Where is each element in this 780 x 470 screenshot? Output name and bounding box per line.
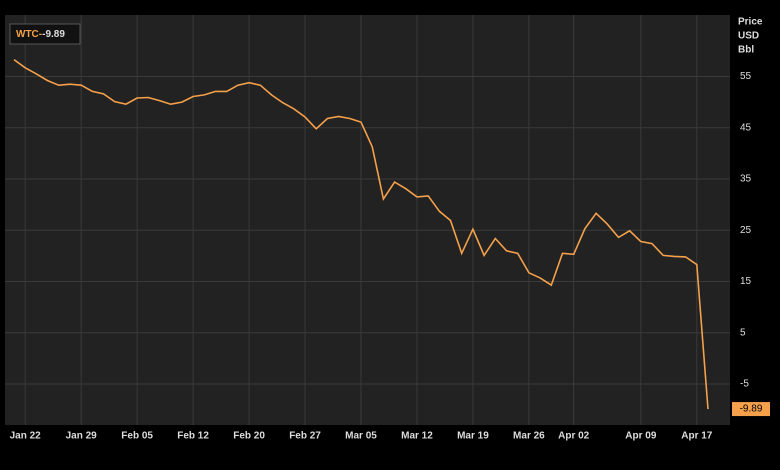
y-tick-label: 25 [740, 225, 752, 236]
legend-text: WTC--9.89 [16, 29, 65, 40]
y-tick-label: 35 [740, 174, 752, 185]
last-value-box [732, 402, 770, 417]
x-tick-label: Feb 12 [177, 431, 209, 442]
x-tick-label: Jan 22 [10, 431, 42, 442]
y-tick-label: 45 [740, 122, 752, 133]
x-tick-label: Mar 26 [513, 431, 545, 442]
x-tick-label: Apr 17 [681, 431, 713, 442]
x-tick-label: Feb 20 [233, 431, 265, 442]
y-axis-label: Bbl [738, 45, 754, 56]
legend-box [9, 23, 81, 45]
plot-area [5, 15, 730, 425]
y-tick-label: 55 [740, 71, 752, 82]
y-tick-label: 5 [740, 327, 746, 338]
y-axis-label: Price [738, 17, 763, 28]
x-tick-label: Jan 29 [66, 431, 98, 442]
x-tick-label: Feb 27 [289, 431, 321, 442]
legend-name: WTC- [16, 29, 42, 40]
legend-value: -9.89 [42, 29, 65, 40]
x-tick-label: Mar 19 [457, 431, 489, 442]
y-tick-label: 15 [740, 276, 752, 287]
x-tick-label: Feb 05 [121, 431, 153, 442]
last-value-label: -9.89 [740, 404, 763, 415]
y-axis-label: USD [738, 31, 759, 42]
x-tick-label: Mar 05 [345, 431, 377, 442]
y-tick-label: -5 [740, 379, 749, 390]
x-tick-label: Apr 02 [558, 431, 590, 442]
line-series [13, 58, 709, 410]
x-tick-label: Mar 12 [401, 431, 433, 442]
x-tick-label: Apr 09 [625, 431, 657, 442]
